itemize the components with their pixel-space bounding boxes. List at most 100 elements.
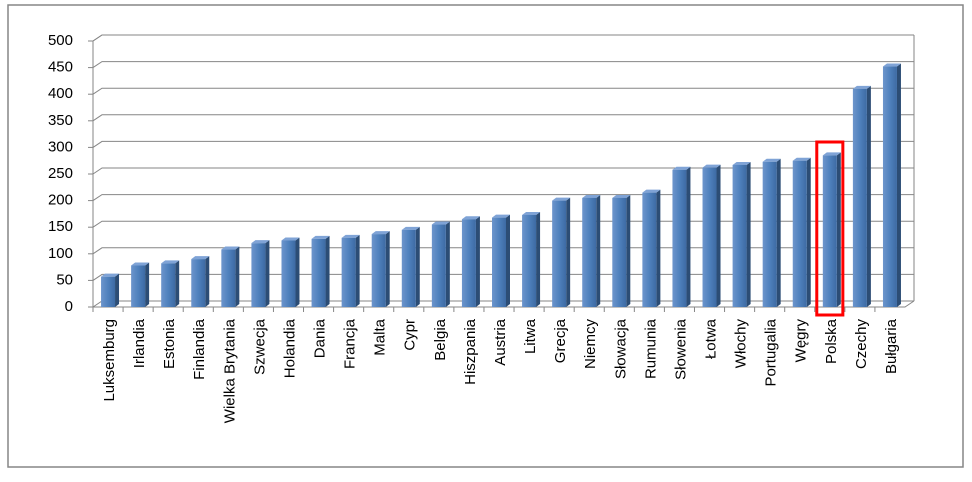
- x-tick-label: Finlandia: [191, 318, 208, 380]
- bar: [251, 243, 266, 307]
- bar-side: [806, 157, 811, 307]
- bar-side: [415, 226, 420, 307]
- bar: [852, 88, 867, 307]
- bar-side: [265, 240, 270, 307]
- bar-side: [746, 161, 751, 307]
- y-tick-label: 300: [48, 138, 73, 155]
- bar: [131, 265, 146, 307]
- bar: [101, 276, 116, 307]
- grid-line: [92, 61, 914, 69]
- grid-line: [92, 87, 914, 95]
- bar: [371, 234, 386, 307]
- bar-side: [145, 262, 150, 307]
- bar: [522, 214, 537, 307]
- x-tick-label: Portugalia: [763, 318, 780, 386]
- bar: [341, 237, 356, 307]
- bar: [612, 197, 627, 307]
- bar-top: [552, 197, 571, 201]
- y-tick-label: 250: [48, 165, 73, 182]
- x-tick-label: Łotwa: [702, 318, 719, 359]
- grid-line: [92, 167, 914, 175]
- bar: [461, 219, 476, 307]
- bar-top: [642, 189, 661, 193]
- y-tick-label: 0: [65, 298, 73, 315]
- y-tick-label: 200: [48, 192, 73, 209]
- bar-top: [762, 158, 781, 162]
- x-tick-label: Dania: [312, 318, 329, 358]
- bar-side: [836, 152, 841, 307]
- bar-top: [672, 166, 691, 170]
- bar: [582, 197, 597, 307]
- grid-line: [92, 34, 914, 42]
- x-tick-label: Czechy: [853, 319, 870, 370]
- chart-border: [7, 4, 964, 468]
- bar-side: [235, 246, 240, 307]
- y-tick-label: 350: [48, 112, 73, 129]
- x-tick-label: Malta: [372, 318, 389, 355]
- x-tick-label: Hiszpania: [462, 318, 479, 385]
- x-tick-label: Holandia: [281, 318, 298, 378]
- x-tick-label: Słowacja: [612, 318, 629, 379]
- bar: [281, 240, 296, 307]
- x-tick-label: Irlandia: [131, 318, 148, 368]
- x-tick-label: Wielka Brytania: [221, 318, 238, 423]
- x-tick-label: Szwecja: [251, 318, 268, 375]
- bar: [762, 161, 777, 307]
- bar-side: [295, 237, 300, 307]
- y-tick-label: 100: [48, 245, 73, 262]
- x-tick-label: Polska: [823, 318, 840, 364]
- bar-top: [522, 211, 541, 215]
- bar-top: [161, 260, 180, 264]
- bar-side: [536, 211, 541, 307]
- bar: [431, 224, 446, 307]
- bar: [672, 169, 687, 307]
- bar-top: [311, 235, 330, 239]
- bar-side: [325, 235, 330, 307]
- bar: [191, 259, 206, 307]
- bar: [732, 164, 747, 307]
- x-tick-label: Grecja: [552, 318, 569, 363]
- x-tick-label: Bułgaria: [883, 318, 900, 374]
- bar-top: [852, 85, 871, 89]
- y-tick-label: 500: [48, 32, 73, 49]
- bar: [702, 167, 717, 307]
- bar-side: [656, 189, 661, 307]
- bar-top: [101, 273, 120, 277]
- grid-line: [92, 140, 914, 148]
- bar-top: [822, 152, 841, 156]
- x-tick-label: Litwa: [522, 318, 539, 354]
- x-tick-label: Rumunia: [642, 318, 659, 379]
- bar: [401, 229, 416, 307]
- bar-side: [566, 197, 571, 307]
- bar-top: [492, 214, 510, 218]
- x-tick-label: Niemcy: [582, 319, 599, 370]
- bar: [552, 200, 567, 307]
- x-tick-label: Luksemburg: [101, 319, 118, 402]
- bar-side: [355, 234, 360, 307]
- bar: [221, 249, 236, 307]
- bar-side: [776, 158, 781, 307]
- bar-top: [612, 194, 631, 198]
- bar-top: [221, 246, 240, 250]
- bar-top: [461, 216, 480, 220]
- bar-side: [205, 256, 210, 307]
- bar: [642, 192, 657, 307]
- x-tick-label: Belgia: [432, 318, 449, 360]
- bar-top: [371, 231, 390, 235]
- bar-side: [506, 214, 510, 307]
- bar: [822, 155, 837, 307]
- bar: [161, 263, 176, 307]
- bar: [311, 238, 326, 307]
- bar-side: [115, 273, 120, 307]
- bar-top: [401, 226, 420, 230]
- bar-top: [251, 240, 270, 244]
- bar-top: [191, 256, 210, 260]
- bar-side: [445, 221, 450, 307]
- highlight-box: [815, 140, 845, 317]
- y-tick-label: 50: [56, 271, 73, 288]
- y-tick-label: 450: [48, 59, 73, 76]
- bar: [492, 217, 506, 307]
- bar-side: [866, 85, 871, 307]
- bar-top: [131, 262, 150, 266]
